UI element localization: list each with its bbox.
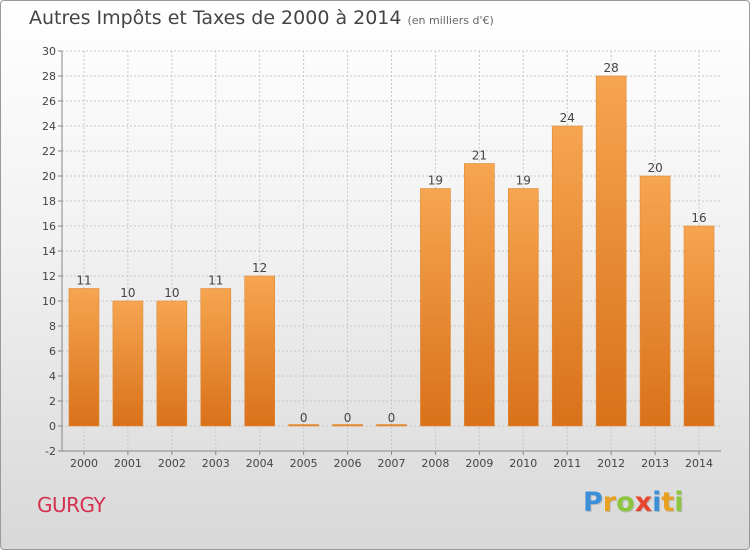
bar-2004 [244, 275, 275, 427]
ytick-label-30: 30 [42, 45, 56, 58]
logo-letter: i [674, 487, 684, 518]
data-label-2008: 19 [428, 174, 443, 188]
ytick-label--2: -2 [45, 445, 56, 458]
chart-title-text: Autres Impôts et Taxes de 2000 à 2014 [29, 7, 402, 29]
ytick-label-14: 14 [42, 245, 56, 258]
data-labels: 11 10 10 11 12 0 0 0 19 21 19 24 28 20 16 [76, 61, 706, 425]
bar-2007 [376, 424, 407, 427]
ytick-label-18: 18 [42, 195, 56, 208]
data-label-2003: 11 [208, 274, 223, 288]
logo-letter: t [661, 487, 675, 518]
data-label-2009: 21 [472, 149, 487, 163]
ytick-label-28: 28 [42, 70, 56, 83]
bar-2000 [68, 288, 100, 427]
xtick-label-2004: 2004 [246, 457, 274, 470]
xtick-label-2003: 2003 [202, 457, 230, 470]
ytick-label-0: 0 [49, 420, 56, 433]
data-label-2002: 10 [164, 286, 179, 300]
bar-2014 [683, 225, 715, 427]
data-label-2005: 0 [300, 411, 308, 425]
proxiti-logo: Proxiti [583, 487, 684, 518]
data-label-2013: 20 [647, 161, 662, 175]
logo-letter: P [583, 487, 603, 518]
bar-2008 [420, 188, 451, 427]
data-label-2012: 28 [604, 61, 619, 75]
data-label-2006: 0 [344, 411, 352, 425]
ytick-label-22: 22 [42, 145, 56, 158]
xtick-label-2000: 2000 [70, 457, 98, 470]
bar-2006 [332, 424, 363, 427]
bar-2010 [507, 188, 539, 427]
logo-letter: x [634, 487, 653, 518]
ytick-label-26: 26 [42, 95, 56, 108]
bar-2001 [112, 300, 144, 427]
ytick-label-2: 2 [49, 395, 56, 408]
bar-2003 [200, 288, 232, 427]
bar-2002 [156, 300, 188, 427]
ytick-label-8: 8 [49, 320, 56, 333]
xtick-label-2006: 2006 [334, 457, 362, 470]
bar-2011 [551, 125, 583, 427]
data-label-2000: 11 [76, 274, 91, 288]
xtick-label-2012: 2012 [597, 457, 625, 470]
ytick-label-16: 16 [42, 220, 56, 233]
ytick-label-6: 6 [49, 345, 56, 358]
ytick-label-20: 20 [42, 170, 56, 183]
ytick-label-12: 12 [42, 270, 56, 283]
xtick-label-2007: 2007 [378, 457, 406, 470]
xtick-label-2009: 2009 [465, 457, 493, 470]
chart-subtitle: (en milliers d'€) [407, 14, 494, 27]
ytick-label-24: 24 [42, 120, 56, 133]
bar-2009 [464, 163, 495, 427]
commune-name: GURGY [37, 493, 106, 517]
bars [68, 75, 715, 427]
data-label-2007: 0 [388, 411, 396, 425]
xtick-label-2001: 2001 [114, 457, 142, 470]
xtick-label-2014: 2014 [685, 457, 713, 470]
bar-2013 [639, 175, 671, 427]
ytick-label-4: 4 [49, 370, 56, 383]
data-label-2014: 16 [691, 211, 706, 225]
logo-letter: i [652, 487, 662, 518]
logo-letter: r [602, 487, 617, 518]
xtick-label-2008: 2008 [421, 457, 449, 470]
data-label-2011: 24 [560, 111, 575, 125]
data-label-2001: 10 [120, 286, 135, 300]
xtick-label-2002: 2002 [158, 457, 186, 470]
data-label-2010: 19 [516, 174, 531, 188]
xtick-label-2005: 2005 [290, 457, 318, 470]
ytick-label-10: 10 [42, 295, 56, 308]
chart-title: Autres Impôts et Taxes de 2000 à 2014 (en… [29, 7, 494, 29]
bar-2012 [595, 75, 627, 427]
data-label-2004: 12 [252, 261, 267, 275]
bar-2005 [288, 424, 319, 427]
logo-letter: o [616, 487, 635, 518]
xtick-label-2010: 2010 [509, 457, 537, 470]
xtick-label-2011: 2011 [553, 457, 581, 470]
xtick-label-2013: 2013 [641, 457, 669, 470]
